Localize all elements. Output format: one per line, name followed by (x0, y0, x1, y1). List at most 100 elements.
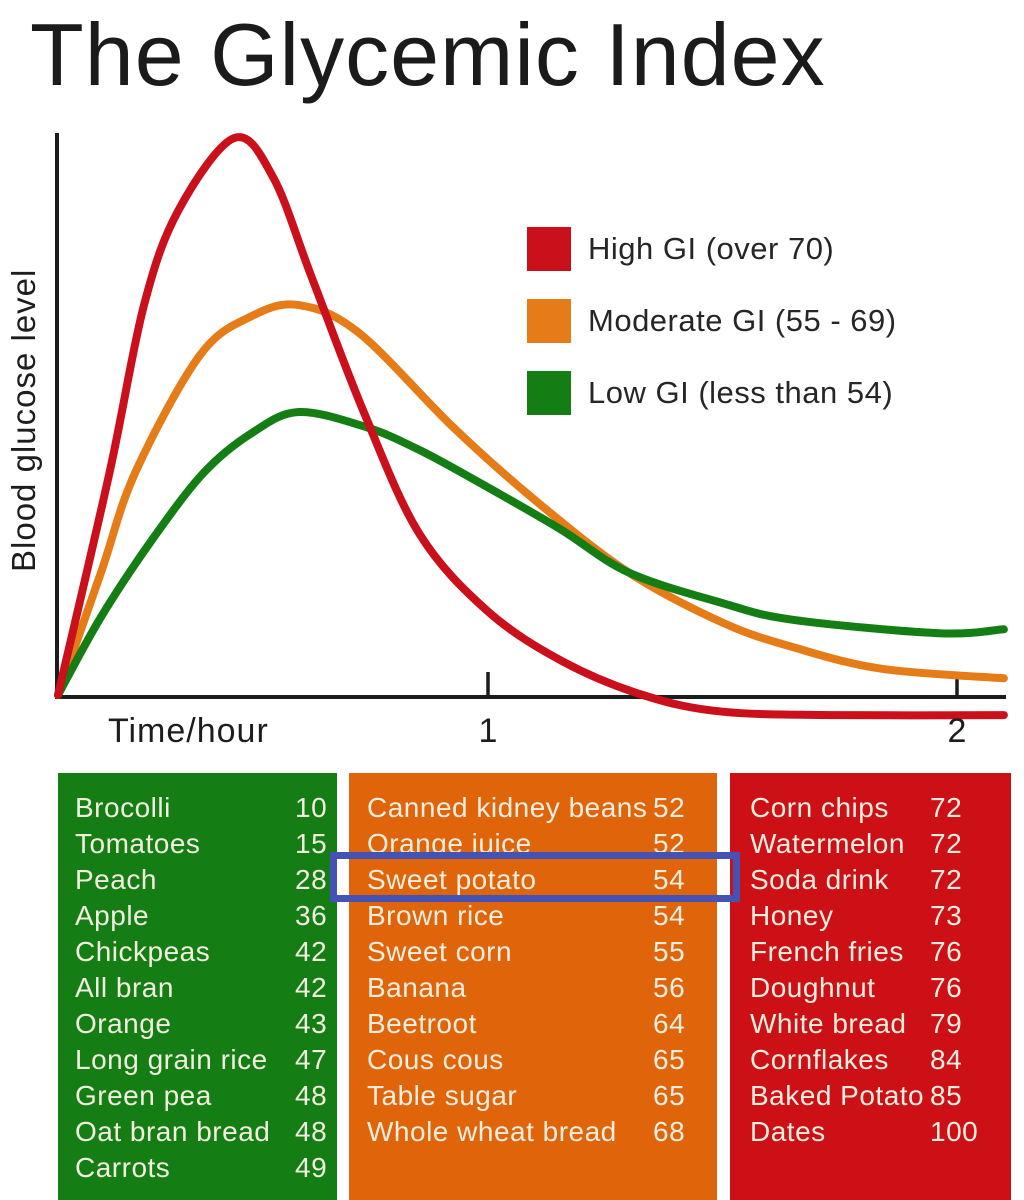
curve-low-gi-less-than-54 (54, 407, 1008, 699)
gi-value: 72 (930, 792, 963, 823)
legend-item-high-gi: High GI (over 70) (527, 227, 897, 271)
gi-value: 72 (930, 864, 963, 895)
gi-value: 42 (295, 972, 328, 1003)
curve-moderate-gi-55-69 (54, 300, 1008, 699)
gi-value: 15 (295, 828, 328, 859)
x-tick-label-1: 1 (478, 712, 498, 750)
x-axis-label: Time/hour (108, 712, 269, 750)
gi-value: 54 (653, 864, 686, 895)
table-row: Watermelon 72 (750, 826, 1003, 862)
gi-value: 48 (295, 1080, 328, 1111)
legend-item-moderate-gi: Moderate GI (55 - 69) (527, 299, 897, 343)
gi-value: 76 (930, 936, 963, 967)
food-name: Brocolli (75, 792, 171, 823)
table-row: Beetroot 64 (367, 1006, 693, 1042)
table-row: Long grain rice 47 (75, 1042, 331, 1078)
food-name: Brown rice (367, 900, 505, 931)
legend-swatch-moderate-gi-icon (527, 299, 571, 343)
gi-value: 49 (295, 1152, 328, 1183)
table-row: Canned kidney beans 52 (367, 790, 693, 826)
gi-value: 43 (295, 1008, 328, 1039)
x-tick-label-2: 2 (947, 712, 967, 750)
food-name: Green pea (75, 1080, 212, 1111)
chart-area: Blood glucose level Time/hour 1 2 High G… (5, 133, 1008, 750)
food-name: Cous cous (367, 1044, 504, 1075)
legend-swatch-high-gi-icon (527, 227, 571, 271)
food-name: Cornflakes (750, 1044, 889, 1075)
food-name: French fries (750, 936, 904, 967)
gi-value: 28 (295, 864, 328, 895)
table-row: French fries 76 (750, 934, 1003, 970)
food-name: Canned kidney beans (367, 792, 648, 823)
table-row: Tomatoes 15 (75, 826, 331, 862)
food-name: Peach (75, 864, 157, 895)
table-row: White bread 79 (750, 1006, 1003, 1042)
food-name: Table sugar (367, 1080, 518, 1111)
gi-table-low-gi: Brocolli 10 Tomatoes 15 Peach 28 Apple 36 Chickp… (58, 773, 337, 1200)
food-name: Dates (750, 1116, 826, 1147)
food-name: Orange (75, 1008, 172, 1039)
gi-value: 76 (930, 972, 963, 1003)
gi-value: 85 (930, 1080, 963, 1111)
table-row: Table sugar 65 (367, 1078, 693, 1114)
table-row: Baked Potato 85 (750, 1078, 1003, 1114)
table-row: Cornflakes 84 (750, 1042, 1003, 1078)
gi-value: 56 (653, 972, 686, 1003)
table-row: Whole wheat bread 68 (367, 1114, 693, 1150)
legend-item-low-gi: Low GI (less than 54) (527, 371, 897, 415)
food-name: White bread (750, 1008, 907, 1039)
gi-value: 55 (653, 936, 686, 967)
gi-value: 65 (653, 1080, 686, 1111)
table-row: Dates 100 (750, 1114, 1003, 1150)
table-row: Peach 28 (75, 862, 331, 898)
table-row: Green pea 48 (75, 1078, 331, 1114)
table-row: All bran 42 (75, 970, 331, 1006)
gi-value: 73 (930, 900, 963, 931)
table-row: Apple 36 (75, 898, 331, 934)
gi-value: 36 (295, 900, 328, 931)
table-row: Corn chips 72 (750, 790, 1003, 826)
food-name: Oat bran bread (75, 1116, 271, 1147)
food-name: Beetroot (367, 1008, 477, 1039)
gi-table-high-gi: Corn chips 72 Watermelon 72 Soda drink 72 Hone… (730, 773, 1011, 1200)
curve-high-gi-over-70 (54, 133, 1008, 720)
table-row: Carrots 49 (75, 1150, 331, 1186)
gi-value: 64 (653, 1008, 686, 1039)
table-row: Banana 56 (367, 970, 693, 1006)
table-row: Doughnut 76 (750, 970, 1003, 1006)
food-name: Honey (750, 900, 834, 931)
table-row: Chickpeas 42 (75, 934, 331, 970)
food-name: Sweet potato (367, 864, 537, 895)
gi-value: 48 (295, 1116, 328, 1147)
legend-swatch-low-gi-icon (527, 371, 571, 415)
page-title: The Glycemic Index (30, 5, 826, 104)
gi-value: 10 (295, 792, 328, 823)
food-name: Carrots (75, 1152, 171, 1183)
food-name: Chickpeas (75, 936, 211, 967)
food-name: Corn chips (750, 792, 889, 823)
blood-glucose-chart (54, 133, 1008, 720)
legend-label-low-gi: Low GI (less than 54) (588, 375, 894, 410)
gi-value: 84 (930, 1044, 963, 1075)
legend: High GI (over 70) Moderate GI (55 - 69) … (527, 227, 897, 415)
gi-value: 52 (653, 792, 686, 823)
gi-value: 68 (653, 1116, 686, 1147)
gi-value: 65 (653, 1044, 686, 1075)
gi-value: 72 (930, 828, 963, 859)
food-name: Long grain rice (75, 1044, 268, 1075)
gi-value: 42 (295, 936, 328, 967)
food-name: All bran (75, 972, 174, 1003)
gi-value: 54 (653, 900, 686, 931)
food-name: Whole wheat bread (367, 1116, 617, 1147)
y-axis-label: Blood glucose level (5, 268, 42, 572)
table-row: Cous cous 65 (367, 1042, 693, 1078)
food-name: Sweet corn (367, 936, 513, 967)
food-name: Watermelon (750, 828, 905, 859)
table-row: Brocolli 10 (75, 790, 331, 826)
food-name: Soda drink (750, 864, 889, 895)
gi-table-moderate-gi: Canned kidney beans 52 Orange juice 52 Sweet… (349, 773, 717, 1200)
food-name: Banana (367, 972, 467, 1003)
gi-value: 100 (930, 1116, 979, 1147)
table-row: Oat bran bread 48 (75, 1114, 331, 1150)
